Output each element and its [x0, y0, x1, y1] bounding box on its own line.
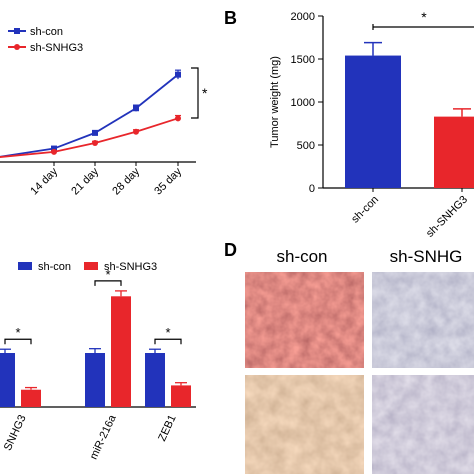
- bar: [145, 353, 165, 407]
- x-tick-label: 21 day: [69, 165, 101, 197]
- significance-star: *: [15, 325, 20, 340]
- x-tick-label: 7 day: [0, 165, 1, 193]
- series-line: [0, 117, 179, 158]
- legend-label-sh-con: sh-con: [38, 261, 71, 273]
- x-tick-label: SNHG3: [2, 413, 29, 452]
- bracket-line: [191, 67, 199, 119]
- significance-bracket-b: *: [372, 9, 474, 30]
- bar: [0, 353, 15, 407]
- y-tick-label: 2000: [291, 11, 315, 23]
- legend-marker-sh-snhg3: [14, 44, 20, 50]
- panel-label-b: B: [224, 8, 237, 28]
- bracket-line: [372, 24, 474, 30]
- significance-star: *: [421, 9, 427, 25]
- bar: [345, 55, 401, 189]
- data-point: [175, 71, 181, 78]
- y-tick-label: 1000: [291, 97, 315, 109]
- significance-star: *: [202, 85, 208, 101]
- x-tick-label: 14 day: [28, 165, 60, 197]
- ihc-image-sh-snhg-top: [371, 271, 474, 369]
- legend-label-sh-con: sh-con: [30, 26, 63, 38]
- ihc-panel: D sh-con sh-SNHG: [224, 240, 474, 474]
- line-series: [0, 69, 181, 158]
- y-tick-label: 1500: [291, 54, 315, 66]
- data-point: [92, 129, 98, 136]
- x-tick-label: sh-con: [349, 194, 381, 226]
- panel-label-d: D: [224, 240, 237, 260]
- ihc-image-sh-snhg-bottom: [371, 374, 474, 474]
- x-tick-label: ZEB1: [156, 413, 179, 443]
- data-point: [133, 105, 139, 112]
- growth-curve-panel: 7 day 14 day 21 day 28 day 35 day sh-con sh-…: [0, 26, 208, 197]
- y-tick-label: 0: [309, 183, 315, 195]
- legend-swatch-sh-snhg3: [84, 262, 98, 270]
- column-label-sh-snhg: sh-SNHG: [390, 247, 463, 266]
- column-label-sh-con: sh-con: [276, 247, 327, 266]
- significance-bracket: [4, 338, 32, 345]
- significance-star: *: [105, 267, 110, 282]
- x-tick-label: miR-216a: [88, 412, 119, 461]
- legend-label-sh-snhg3: sh-SNHG3: [104, 261, 157, 273]
- bar: [171, 385, 191, 407]
- ihc-image-sh-con-bottom: [244, 374, 365, 474]
- y-axis-label: Tumor weight (mg): [269, 56, 281, 148]
- significance-bracket: [94, 280, 122, 286]
- y-axis-ticks: 0 500 1000 1500 2000: [291, 11, 323, 195]
- data-point: [92, 139, 98, 146]
- x-tick-label: 28 day: [110, 165, 142, 197]
- x-tick-label: sh-SNHG3: [424, 194, 470, 240]
- bar: [111, 296, 131, 407]
- significance-star: *: [165, 325, 170, 340]
- data-point: [51, 145, 57, 152]
- bar: [21, 389, 41, 407]
- bars: * SNHG3 * miR-216a * ZEB1: [0, 267, 191, 461]
- legend-marker-sh-con: [14, 28, 20, 34]
- tumor-weight-panel: B 0 500 1000 1500 2000 Tumor weight (mg) sh-…: [224, 8, 474, 240]
- data-point: [133, 128, 139, 135]
- bars: sh-con sh-SNHG3: [345, 41, 474, 240]
- legend-label-sh-snhg3: sh-SNHG3: [30, 42, 83, 54]
- data-point: [175, 115, 181, 122]
- x-tick-label: 35 day: [152, 165, 184, 197]
- expression-panel: sh-con sh-SNHG3 * SNHG3 * miR-216a * ZEB1: [0, 261, 196, 461]
- x-tick-labels: 7 day 14 day 21 day 28 day 35 day: [0, 162, 184, 197]
- y-tick-label: 500: [297, 140, 315, 152]
- legend-swatch-sh-con: [18, 262, 32, 270]
- data-point: [51, 148, 57, 155]
- ihc-image-sh-con-top: [244, 271, 365, 369]
- bar: [434, 116, 474, 188]
- significance-bracket: *: [191, 67, 208, 119]
- significance-bracket: [154, 338, 182, 345]
- bar: [85, 353, 105, 407]
- legend: sh-con sh-SNHG3: [18, 261, 157, 273]
- legend: sh-con sh-SNHG3: [8, 26, 83, 54]
